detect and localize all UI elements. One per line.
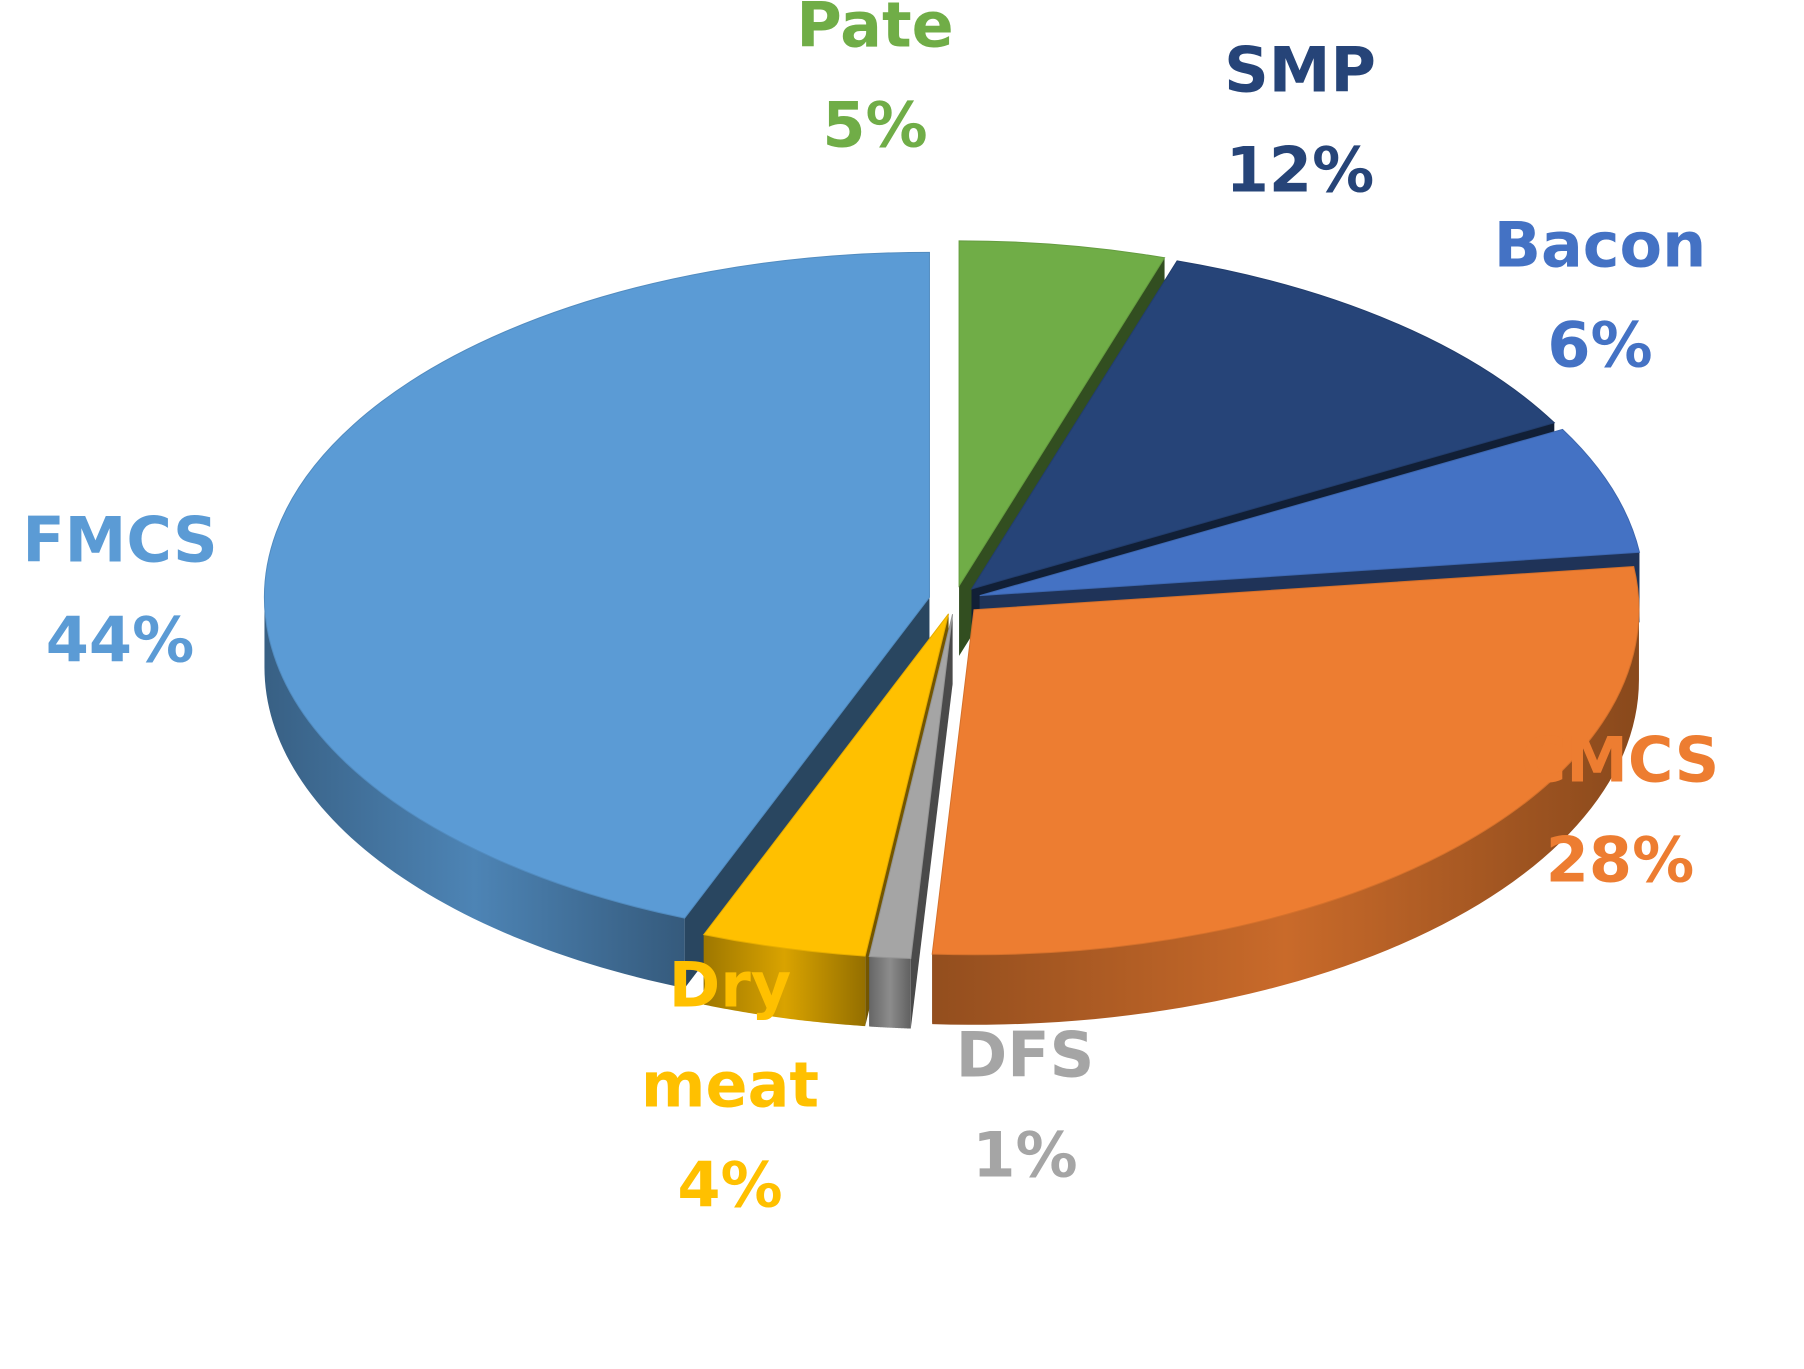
data-label-name: DFS <box>956 1019 1094 1092</box>
pie-slice-dfs <box>868 614 954 960</box>
data-label-percent: 6% <box>1547 309 1652 382</box>
data-labels: Pate 5% SMP 12% Bacon 6% CMCS 28% DFS 1% Dry meat 4%… <box>22 0 1719 1222</box>
pie-slice-pate <box>958 240 1166 588</box>
data-label-percent: 12% <box>1226 134 1374 207</box>
pie-slice-smp <box>970 260 1556 590</box>
data-label-dry-meat: Dry meat 4% <box>641 949 819 1222</box>
data-label-name: SMP <box>1224 34 1376 107</box>
data-label-percent: 4% <box>677 1149 782 1222</box>
data-label-name: FMCS <box>22 504 217 577</box>
data-label-percent: 28% <box>1546 824 1694 897</box>
data-label-percent: 44% <box>46 604 194 677</box>
data-label-percent: 1% <box>972 1119 1077 1192</box>
data-label-pate: Pate 5% <box>796 0 953 162</box>
data-label-name: meat <box>641 1049 819 1122</box>
slice-curved-wall <box>869 956 911 1029</box>
slice-curved-wall <box>264 597 685 989</box>
data-label-percent: 5% <box>822 89 927 162</box>
data-label-name: Dry <box>669 949 791 1022</box>
data-label-name: Pate <box>796 0 953 62</box>
data-label-fmcs: FMCS 44% <box>22 504 217 677</box>
data-label-dfs: DFS 1% <box>956 1019 1094 1192</box>
pie-slice-fmcs <box>263 251 930 919</box>
pie-slice-bacon <box>979 428 1641 597</box>
pie-slice-dry-meat <box>702 613 950 957</box>
slice-curved-wall <box>703 934 866 1027</box>
data-label-name: Bacon <box>1494 209 1707 282</box>
data-label-smp: SMP 12% <box>1224 34 1376 207</box>
data-label-cmcs: CMCS 28% <box>1521 724 1720 897</box>
data-label-name: CMCS <box>1521 724 1720 797</box>
slice-curved-wall <box>932 609 1639 1025</box>
pie-slice-cmcs <box>931 566 1640 956</box>
slice-tops <box>263 240 1641 960</box>
data-label-bacon: Bacon 6% <box>1494 209 1707 382</box>
